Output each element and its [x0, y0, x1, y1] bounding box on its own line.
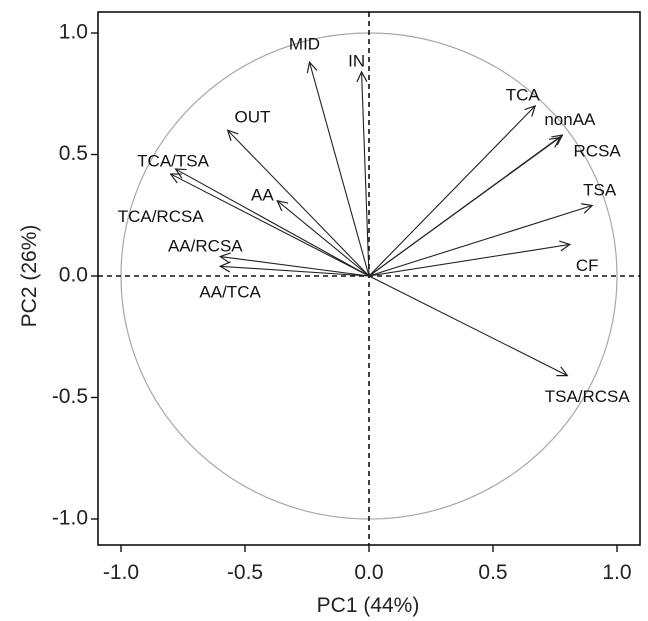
loading-arrow-aa-rcsa [220, 257, 370, 277]
loading-arrow-aa-tca [220, 266, 370, 277]
reference-lines-layer [98, 12, 640, 545]
axes-layer: -1.0 -0.5 0.0 0.5 1.0 1.0 0.5 0.0 -0.5 -1.0 [52, 21, 632, 584]
y-axis-title: PC2 (26%) [18, 225, 41, 328]
loading-arrow-tsa [368, 206, 592, 277]
loading-arrow-tca-rcsa [176, 169, 370, 277]
vector-label-aa-tca: AA/TCA [199, 282, 261, 301]
loading-arrow-cf [368, 244, 570, 277]
y-tick-label: -0.5 [52, 385, 88, 408]
loading-arrow-in [362, 72, 370, 277]
y-tick-label: 0.5 [59, 142, 88, 165]
loading-arrow-aa [277, 201, 370, 277]
loading-arrow-mid [309, 62, 370, 277]
vector-label-in: IN [348, 52, 365, 71]
vector-label-tsa-rcsa: TSA/RCSA [545, 387, 631, 406]
x-axis-title: PC1 (44%) [317, 594, 420, 617]
vector-label-cf: CF [576, 256, 599, 275]
x-tick-label: -0.5 [227, 561, 263, 584]
y-tick-label: 1.0 [59, 21, 88, 44]
x-tick-label: 0.0 [354, 561, 383, 584]
loading-arrow-tca-tsa [171, 174, 370, 277]
loading-vectors-layer [171, 62, 593, 375]
loading-arrow-tca [368, 106, 535, 277]
vector-label-tca-tsa: TCA/TSA [137, 151, 209, 170]
y-tick-label: -1.0 [52, 507, 88, 530]
vector-label-out: OUT [234, 108, 270, 127]
vector-label-tca: TCA [506, 86, 541, 105]
loading-arrow-out [228, 130, 370, 277]
x-tick-label: 1.0 [602, 561, 631, 584]
loading-arrow-rcsa [368, 137, 560, 277]
loading-arrow-tsa-rcsa [368, 275, 567, 376]
vector-label-aa-rcsa: AA/RCSA [168, 236, 243, 255]
vector-label-aa: AA [251, 185, 274, 204]
vector-label-rcsa: RCSA [574, 142, 622, 161]
x-tick-label: 0.5 [478, 561, 507, 584]
vector-labels-layer: MID IN OUT TCA/TSA TCA/RCSA AA AA/RCSA AA/TCA TC… [118, 35, 631, 406]
vector-label-nonaa: nonAA [544, 110, 596, 129]
vector-label-mid: MID [289, 35, 320, 54]
vector-label-tca-rcsa: TCA/RCSA [118, 207, 205, 226]
x-tick-label: -1.0 [103, 561, 139, 584]
vector-label-tsa: TSA [583, 180, 617, 199]
y-tick-label: 0.0 [59, 264, 88, 287]
